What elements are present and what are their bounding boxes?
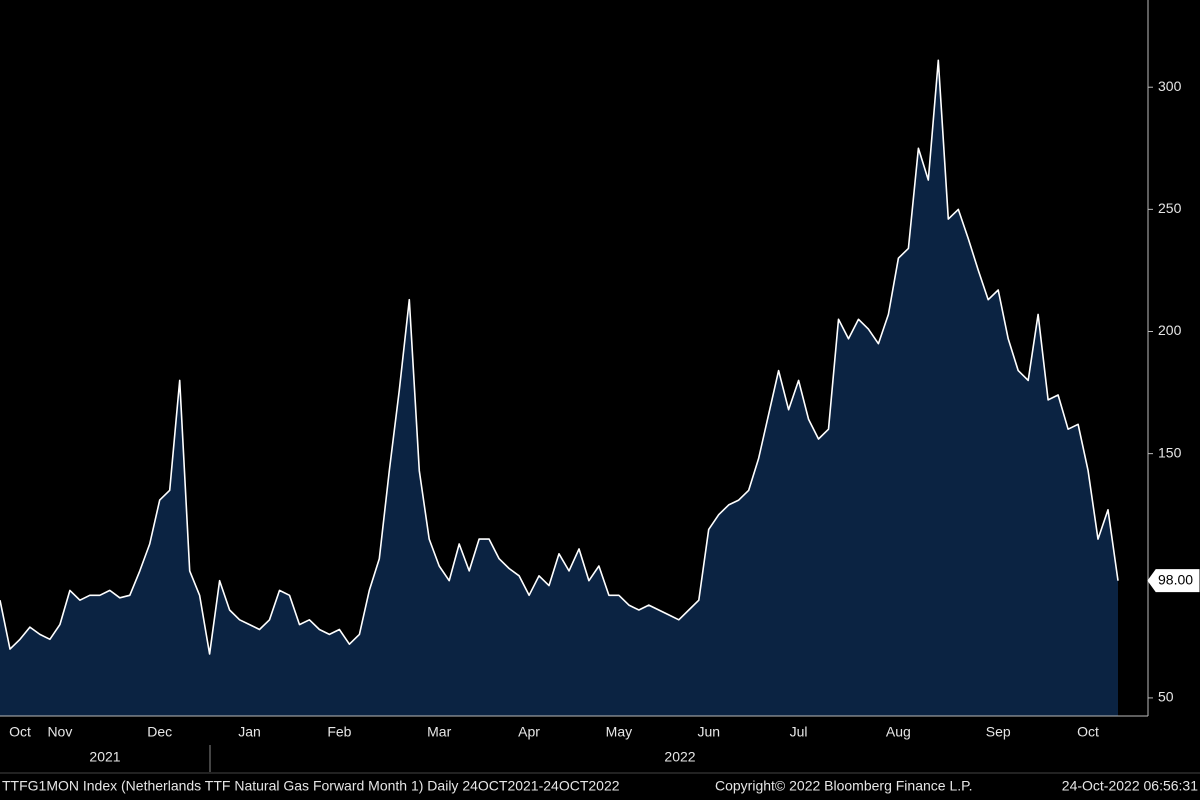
x-tick-label: Apr: [518, 724, 540, 740]
year-label: 2021: [89, 749, 120, 765]
x-tick-label: Aug: [886, 724, 911, 740]
footer-timestamp: 24-Oct-2022 06:56:31: [1062, 778, 1198, 794]
x-tick-label: Oct: [9, 724, 31, 740]
last-value-label: 98.00: [1158, 571, 1193, 587]
y-tick-label: 300: [1158, 78, 1182, 94]
x-tick-label: Oct: [1077, 724, 1099, 740]
x-tick-label: Feb: [327, 724, 351, 740]
area-fill: [0, 60, 1118, 717]
x-tick-label: Jul: [790, 724, 808, 740]
year-label: 2022: [664, 749, 695, 765]
plot-area: [0, 59, 1119, 717]
last-value-box: [1147, 569, 1200, 593]
y-tick-label: 250: [1158, 200, 1182, 216]
y-tick-label: 150: [1158, 444, 1182, 460]
line: [0, 59, 1119, 655]
x-tick-label: Jan: [238, 724, 261, 740]
y-tick-label: 50: [1158, 689, 1174, 705]
x-tick-label: Dec: [147, 724, 172, 740]
x-tick-label: Jun: [697, 724, 720, 740]
footer-copyright: Copyright© 2022 Bloomberg Finance L.P.: [715, 778, 973, 794]
x-tick-label: Sep: [986, 724, 1011, 740]
x-tick-label: Mar: [427, 724, 451, 740]
x-tick-label: Nov: [47, 724, 72, 740]
x-tick-label: May: [606, 724, 632, 740]
y-tick-label: 200: [1158, 322, 1182, 338]
footer-description: TTFG1MON Index (Netherlands TTF Natural …: [2, 778, 620, 794]
